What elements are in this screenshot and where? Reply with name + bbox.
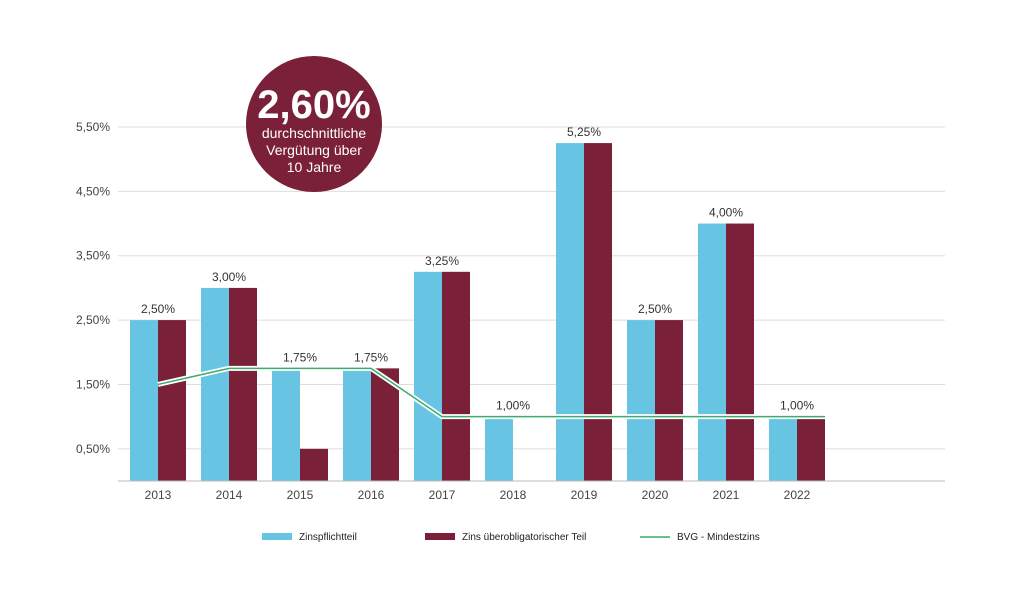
bar-ueberobligatorisch (584, 143, 612, 481)
data-label: 3,00% (212, 270, 246, 284)
mindestzins-line (157, 367, 825, 418)
bar-zinspflichtteil (485, 416, 513, 481)
data-label: 5,25% (567, 125, 601, 139)
badge-circle (246, 56, 382, 192)
y-tick-label: 1,50% (76, 377, 110, 391)
y-tick-label: 0,50% (76, 442, 110, 456)
badge-value: 2,60% (257, 83, 370, 127)
x-tick-label: 2021 (713, 488, 740, 502)
bar-ueberobligatorisch (655, 320, 683, 481)
x-tick-label: 2014 (216, 488, 243, 502)
bar-zinspflichtteil (272, 368, 300, 481)
bar-ueberobligatorisch (442, 271, 470, 481)
y-axis-ticks: 0,50% 1,50% 2,50% 3,50% 4,50% 5,50% (76, 120, 110, 456)
y-tick-label: 5,50% (76, 120, 110, 134)
bar-zinspflichtteil (556, 143, 584, 481)
badge-line-2: Vergütung über (266, 142, 362, 158)
bars (130, 143, 825, 481)
data-label: 1,75% (354, 350, 388, 364)
bar-zinspflichtteil (130, 320, 158, 481)
x-tick-label: 2017 (429, 488, 456, 502)
bar-zinspflichtteil (698, 223, 726, 481)
bar-zinspflichtteil (343, 368, 371, 481)
x-tick-label: 2018 (500, 488, 527, 502)
y-tick-label: 4,50% (76, 184, 110, 198)
y-tick-label: 3,50% (76, 249, 110, 263)
x-tick-label: 2013 (145, 488, 172, 502)
x-tick-label: 2020 (642, 488, 669, 502)
data-label: 3,25% (425, 254, 459, 268)
bar-ueberobligatorisch (726, 223, 754, 481)
data-label: 2,50% (141, 302, 175, 316)
legend: Zinspflichtteil Zins überobligatorischer… (262, 532, 760, 543)
bar-ueberobligatorisch (300, 448, 328, 481)
x-tick-label: 2019 (571, 488, 598, 502)
legend-label-zinspflichtteil: Zinspflichtteil (299, 532, 357, 543)
legend-label-ueberobligatorisch: Zins überobligatorischer Teil (462, 532, 586, 543)
badge-line-1: durchschnittliche (262, 125, 366, 141)
x-tick-label: 2016 (358, 488, 385, 502)
mindestzins-line-group (157, 365, 825, 420)
x-axis-ticks: 2013 2014 2015 2016 2017 2018 2019 2020 2021 2022 (145, 488, 811, 502)
data-labels: 2,50% 3,00% 1,75% 1,75% 3,25% 1,00% 5,25% 2,50%… (141, 125, 814, 413)
y-tick-label: 2,50% (76, 313, 110, 327)
bar-zinspflichtteil (201, 287, 229, 481)
bar-ueberobligatorisch (229, 287, 257, 481)
data-label: 1,00% (496, 399, 530, 413)
badge-line-3: 10 Jahre (287, 159, 342, 175)
legend-swatch-zinspflichtteil (262, 533, 292, 540)
bar-ueberobligatorisch (797, 416, 825, 481)
data-label: 1,75% (283, 350, 317, 364)
bar-zinspflichtteil (769, 416, 797, 481)
data-label: 2,50% (638, 302, 672, 316)
x-tick-label: 2015 (287, 488, 314, 502)
bar-ueberobligatorisch (158, 320, 186, 481)
data-label: 4,00% (709, 206, 743, 220)
legend-label-mindestzins: BVG - Mindestzins (677, 532, 760, 543)
bar-zinspflichtteil (627, 320, 655, 481)
x-tick-label: 2022 (784, 488, 811, 502)
bar-zinspflichtteil (414, 271, 442, 481)
legend-swatch-ueberobligatorisch (425, 533, 455, 540)
average-badge: 2,60% durchschnittliche Vergütung über 1… (246, 56, 382, 192)
data-label: 1,00% (780, 399, 814, 413)
